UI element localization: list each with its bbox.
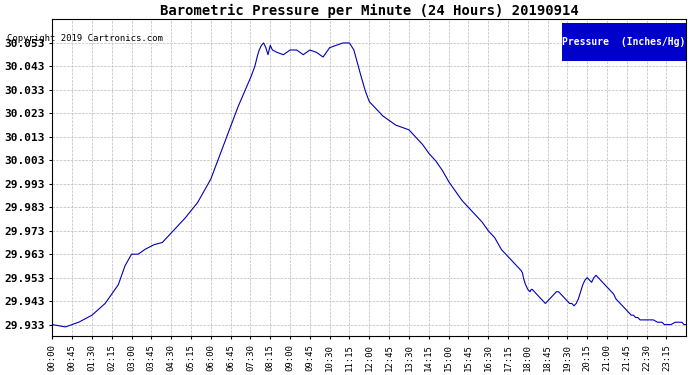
Text: Copyright 2019 Cartronics.com: Copyright 2019 Cartronics.com: [7, 34, 163, 43]
Title: Barometric Pressure per Minute (24 Hours) 20190914: Barometric Pressure per Minute (24 Hours…: [159, 4, 578, 18]
